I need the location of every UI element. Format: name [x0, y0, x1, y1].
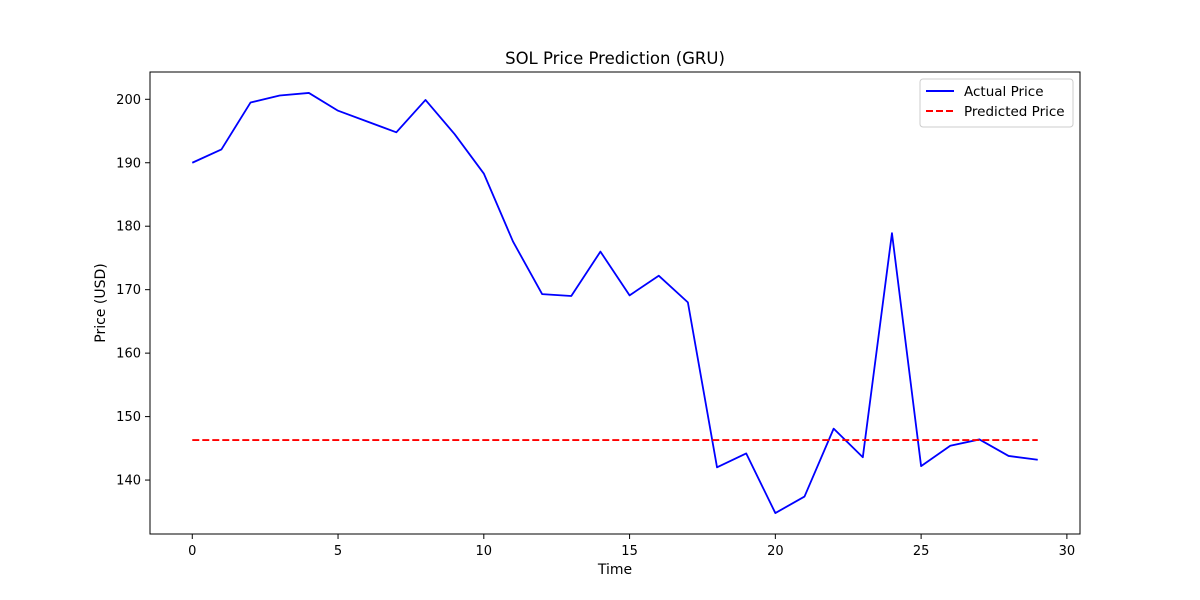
y-tick-label: 200 [116, 93, 141, 108]
x-tick-label: 30 [1059, 544, 1076, 559]
x-axis-ticks: 0 5 10 15 20 25 30 [188, 534, 1075, 559]
legend: Actual Price Predicted Price [919, 78, 1074, 128]
y-axis-ticks: 140 150 160 170 180 190 200 [116, 93, 150, 489]
legend-box [919, 78, 1074, 128]
y-tick-label: 140 [116, 474, 141, 489]
y-tick-label: 170 [116, 283, 141, 298]
x-tick-label: 20 [767, 544, 784, 559]
x-tick-label: 0 [188, 544, 196, 559]
y-tick-label: 150 [116, 410, 141, 425]
x-tick-label: 25 [913, 544, 930, 559]
x-axis-label: Time [597, 562, 632, 578]
x-tick-label: 15 [621, 544, 638, 559]
x-tick-label: 10 [476, 544, 493, 559]
y-tick-label: 160 [116, 347, 141, 362]
y-axis-label: Price (USD) [93, 263, 109, 342]
axes-frame [149, 71, 1081, 535]
y-tick-label: 180 [116, 220, 141, 235]
legend-label-actual: Actual Price [964, 84, 1044, 100]
y-tick-label: 190 [116, 156, 141, 171]
plot-area [191, 92, 1038, 514]
legend-label-predicted: Predicted Price [964, 104, 1065, 120]
series-line-actual-price [191, 92, 1038, 514]
chart-title: SOL Price Prediction (GRU) [505, 49, 725, 68]
x-tick-label: 5 [334, 544, 342, 559]
